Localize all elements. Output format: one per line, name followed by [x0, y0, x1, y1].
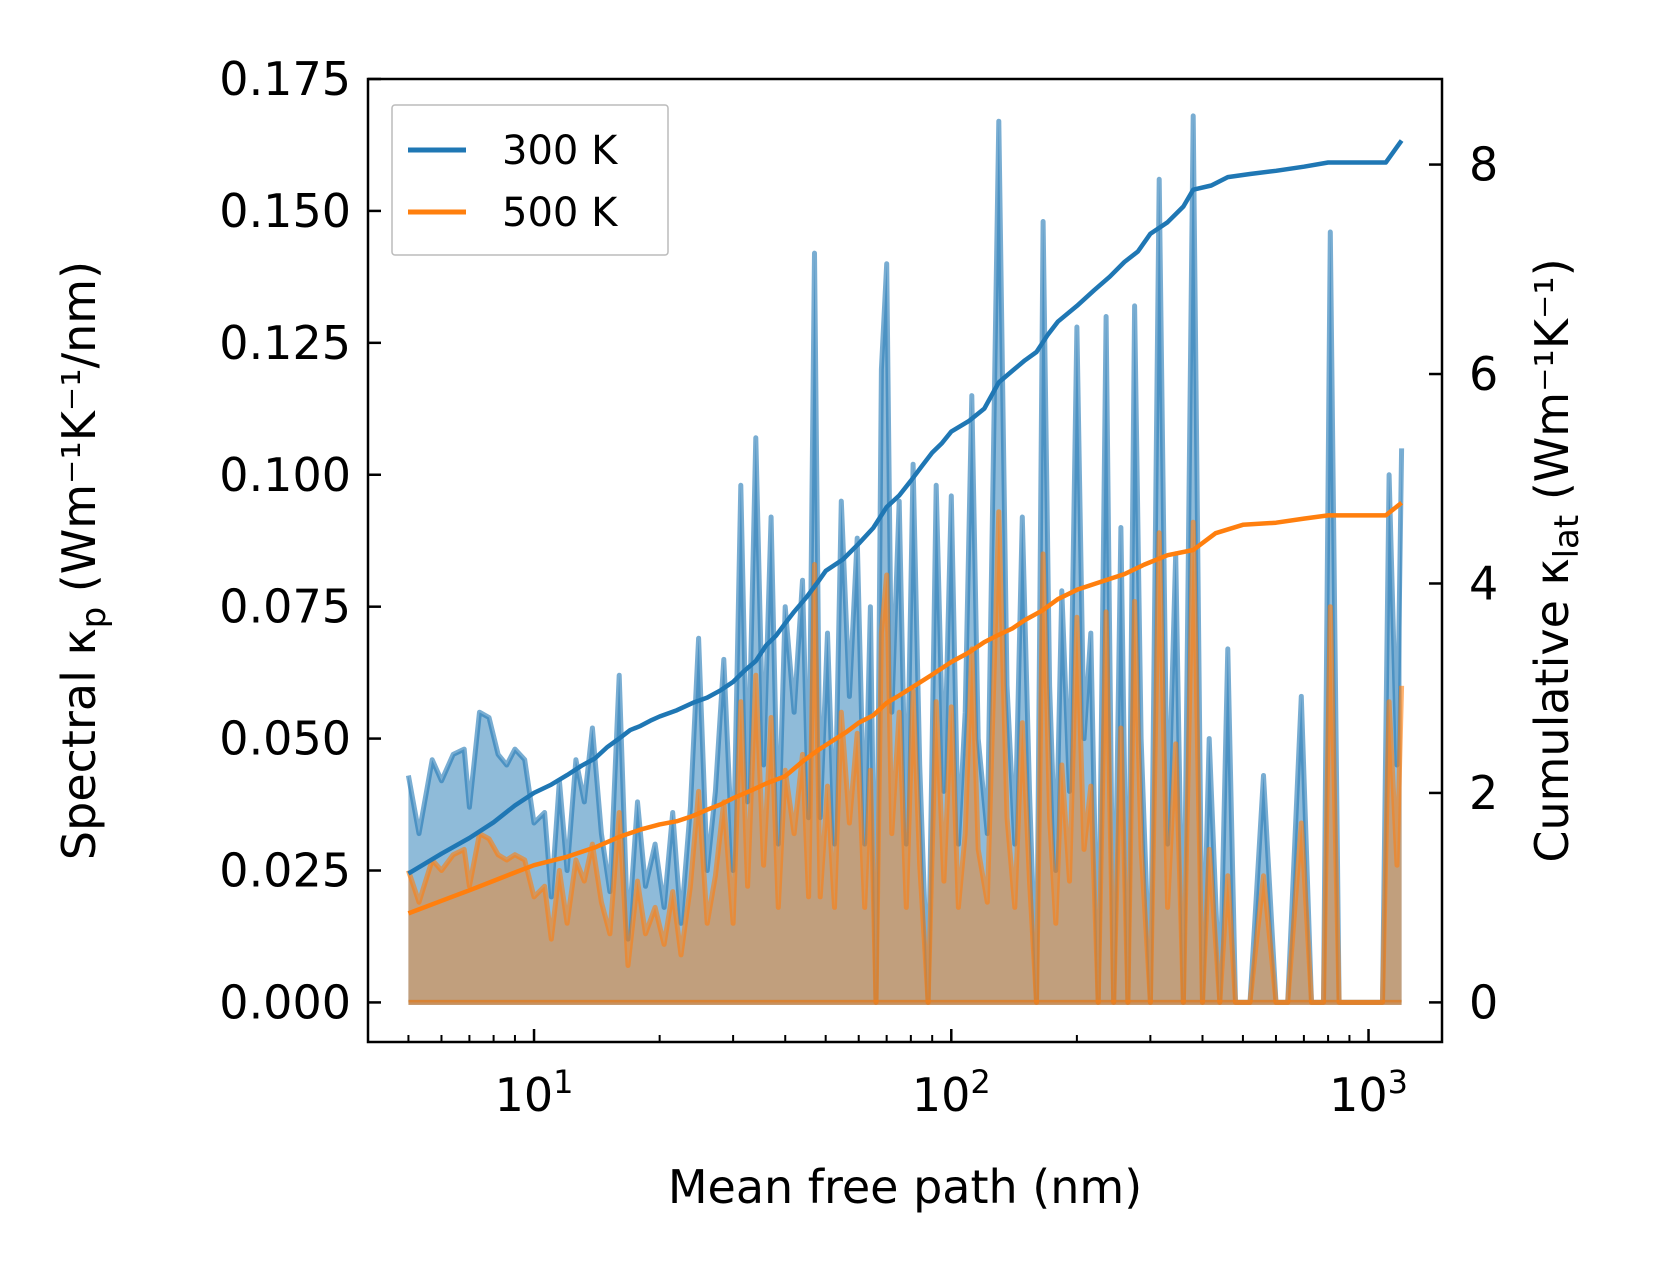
y-right-tick-label: 2	[1469, 766, 1498, 820]
y-axis-left-title: Spectral κp (Wm⁻¹K⁻¹/nm)	[52, 261, 114, 860]
y-left-tick-label: 0.000	[219, 975, 351, 1029]
y-left-tick-label: 0.025	[219, 844, 351, 898]
legend: 300 K 500 K	[391, 104, 669, 256]
legend-box	[391, 104, 669, 256]
spectral-line-500k	[406, 509, 1405, 1005]
y-left-tick-label: 0.175	[219, 52, 351, 106]
y-left-tick-label: 0.125	[219, 316, 351, 370]
x-tick-label: 101	[495, 1063, 574, 1122]
x-tick-label: 103	[1329, 1063, 1408, 1122]
axes-frame	[366, 77, 1444, 1044]
data-layer	[405, 113, 1405, 1005]
cumulative-line-500k	[407, 501, 1404, 916]
y-left-tick-label: 0.050	[219, 712, 351, 766]
plot-area	[405, 113, 1405, 1005]
y-right-tick-label: 4	[1469, 556, 1498, 610]
y-axis-right-title: Cumulative κlat (Wm⁻¹K⁻¹)	[1525, 258, 1587, 862]
y-right-tick-label: 0	[1469, 975, 1498, 1029]
x-axis-title: Mean free path (nm)	[668, 1160, 1142, 1214]
y-left-tick-label: 0.150	[219, 184, 351, 238]
legend-label-300k: 300 K	[502, 128, 619, 174]
y-right-tick-label: 8	[1469, 138, 1498, 192]
y-left-tick-label: 0.075	[219, 580, 351, 634]
y-right-tick-label: 6	[1469, 347, 1498, 401]
x-tick-label: 102	[912, 1063, 991, 1122]
y-left-tick-label: 0.100	[219, 448, 351, 502]
cumulative-line-300k	[407, 139, 1404, 876]
legend-label-500k: 500 K	[502, 190, 619, 236]
axes-layer: 101 102 103 0.000 0.025 0.050 0.075 0.100 0.125 0…	[219, 52, 1498, 1122]
